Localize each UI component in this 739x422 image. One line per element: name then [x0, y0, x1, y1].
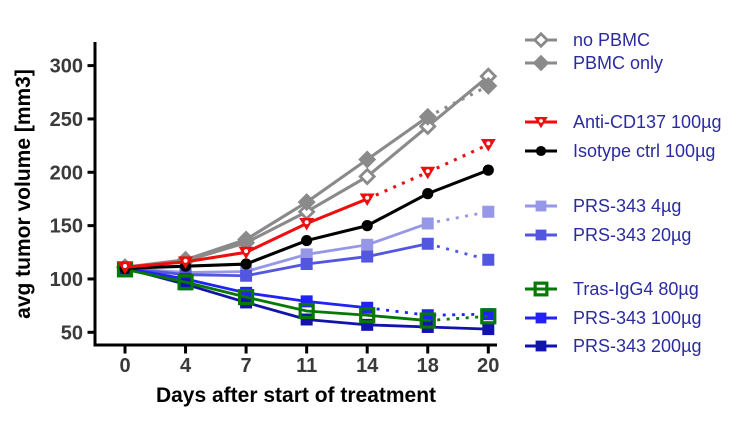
- legend-item-isotype-ctrl: Isotype ctrl 100µg: [523, 140, 715, 162]
- x-tick-label: 4: [180, 355, 192, 377]
- series-prs-343-20-g: [119, 237, 495, 282]
- legend-label: PRS-343 100µg: [573, 308, 702, 328]
- x-tick-label: 0: [119, 355, 130, 377]
- x-tick-label: 11: [296, 355, 317, 377]
- x-tick-label: 14: [356, 355, 379, 377]
- legend-label: Tras-IgG4 80µg: [573, 279, 699, 299]
- series-anti-cd137-100-g: [117, 139, 496, 275]
- legend-label: no PBMC: [573, 30, 651, 50]
- x-tick-label: 7: [241, 355, 252, 377]
- y-tick-label: 150: [50, 216, 83, 238]
- triangle-down-icon: [523, 111, 559, 133]
- y-tick-label: 100: [50, 269, 83, 291]
- legend-label: PRS-343 4µg: [573, 196, 682, 216]
- series-tras-igg4-80-g: [116, 261, 497, 329]
- legend-label: PBMC only: [573, 53, 664, 73]
- y-tick-label: 200: [50, 162, 83, 184]
- square-filled-icon: [523, 195, 559, 217]
- diamond-filled-icon: [523, 52, 559, 74]
- legend-label: Anti-CD137 100µg: [573, 112, 722, 132]
- legend-item-prs343-4ug: PRS-343 4µg: [523, 195, 681, 217]
- x-tick-label: 18: [417, 355, 439, 377]
- legend-item-no-pbmc: no PBMC: [523, 29, 650, 51]
- square-filled-icon: [523, 224, 559, 246]
- y-tick-label: 50: [61, 322, 83, 344]
- legend-item-prs343-100ug: PRS-343 100µg: [523, 307, 701, 329]
- legend-item-pbmc-only: PBMC only: [523, 52, 663, 74]
- legend-item-tras-igg4: Tras-IgG4 80µg: [523, 278, 699, 300]
- legend-item-prs343-20ug: PRS-343 20µg: [523, 224, 691, 246]
- legend-label: PRS-343 20µg: [573, 225, 692, 245]
- legend-item-anti-cd137: Anti-CD137 100µg: [523, 111, 721, 133]
- x-tick-label: 20: [477, 355, 499, 377]
- legend-item-prs343-200ug: PRS-343 200µg: [523, 335, 701, 357]
- y-tick-label: 300: [50, 56, 83, 78]
- x-axis-title: Days after start of treatment: [155, 384, 437, 407]
- square-filled-icon: [523, 307, 559, 329]
- legend-label: Isotype ctrl 100µg: [573, 141, 716, 161]
- legend-label: PRS-343 200µg: [573, 336, 702, 356]
- y-axis-title: avg tumor volume [mm3]: [12, 69, 35, 319]
- diamond-open-icon: [523, 29, 559, 51]
- circle-filled-icon: [523, 140, 559, 162]
- square-filled-icon: [523, 335, 559, 357]
- square-open-icon: [523, 278, 559, 300]
- y-tick-label: 250: [50, 109, 83, 131]
